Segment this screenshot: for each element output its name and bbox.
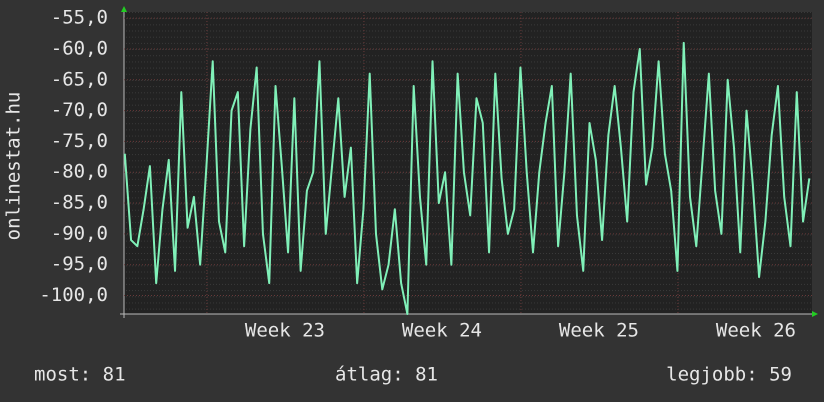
x-tick-label: Week 25 [559, 320, 639, 342]
stat-average: átlag: 81 [335, 364, 438, 386]
y-tick-label: -80,0 [51, 161, 108, 183]
stat-best: legjobb: 59 [666, 364, 792, 386]
stat-current: most: 81 [34, 364, 126, 386]
series-line [123, 41, 811, 315]
x-tick-label: Week 23 [245, 320, 325, 342]
x-tick-label: Week 26 [716, 320, 796, 342]
x-tick-label: Week 24 [402, 320, 482, 342]
y-tick-label: -60,0 [51, 37, 108, 59]
y-tick-label: -100,0 [39, 284, 108, 306]
y-tick-label: -75,0 [51, 130, 108, 152]
y-tick-label: -90,0 [51, 222, 108, 244]
y-tick-label: -55,0 [51, 7, 108, 29]
y-tick-label: -65,0 [51, 68, 108, 90]
axis-arrow [812, 311, 818, 317]
y-tick-label: -70,0 [51, 99, 108, 121]
y-tick-label: -85,0 [51, 192, 108, 214]
plot-area [124, 12, 812, 314]
y-tick-label: -95,0 [51, 253, 108, 275]
axis-arrow [121, 6, 127, 12]
y-axis-label: onlinestat.hu [3, 92, 25, 241]
